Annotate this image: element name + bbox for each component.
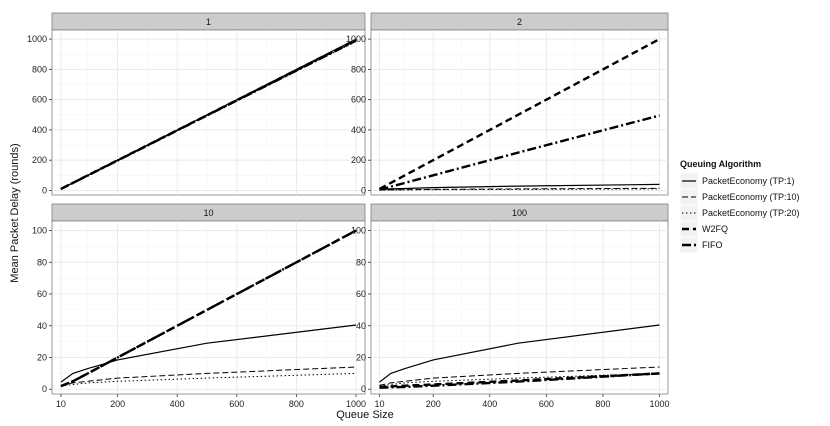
plot-area <box>370 29 669 196</box>
y-tick-label: 80 <box>356 257 366 267</box>
legend-items: PacketEconomy (TP:1) PacketEconomy (TP:10… <box>679 172 800 254</box>
series-line-1 <box>379 324 660 383</box>
y-tick-label: 20 <box>356 352 366 362</box>
y-tick-label: 400 <box>351 125 366 135</box>
y-tick-label: 800 <box>32 64 47 74</box>
legend-label: PacketEconomy (TP:20) <box>702 208 800 218</box>
y-tick-label: 100 <box>32 226 47 236</box>
plot-area <box>370 220 669 395</box>
panel-1: 1 0 200 400 600 800 1000 <box>27 12 366 195</box>
legend: Queuing Algorithm PacketEconomy (TP:1)Pa… <box>679 159 800 254</box>
y-tick-label: 20 <box>37 352 47 362</box>
series-line-5 <box>379 114 660 191</box>
y-tick-label: 0 <box>361 384 366 394</box>
x-tick-label: 400 <box>482 399 497 409</box>
x-tick-label: 200 <box>110 399 125 409</box>
y-tick-label: 100 <box>351 226 366 236</box>
legend-label: PacketEconomy (TP:10) <box>702 192 800 202</box>
x-tick-label: 1000 <box>346 399 366 409</box>
panel-strip-label: 2 <box>517 17 522 27</box>
y-tick-label: 800 <box>351 64 366 74</box>
x-tick-label: 800 <box>289 399 304 409</box>
y-tick-label: 40 <box>356 321 366 331</box>
legend-label: W2FQ <box>702 224 728 234</box>
series-line-2 <box>60 366 357 386</box>
series-line-4 <box>378 38 661 190</box>
y-tick-label: 0 <box>361 185 366 195</box>
series-line-3 <box>379 188 660 191</box>
y-tick-label: 400 <box>32 125 47 135</box>
y-axis-title: Mean Packet Delay (rounds) <box>9 143 21 282</box>
x-tick-label: 10 <box>374 399 384 409</box>
legend-title: Queuing Algorithm <box>680 159 761 169</box>
x-tick-label: 800 <box>595 399 610 409</box>
y-tick-label: 60 <box>37 289 47 299</box>
y-tick-label: 200 <box>32 155 47 165</box>
panel-2: 2 0 200 400 600 800 1000 <box>346 12 669 196</box>
y-tick-label: 0 <box>42 384 47 394</box>
panel-strip-label: 100 <box>512 208 527 218</box>
x-tick-label: 10 <box>56 399 66 409</box>
series-line-1 <box>379 183 660 191</box>
y-tick-label: 60 <box>356 289 366 299</box>
y-tick-label: 40 <box>37 321 47 331</box>
series-line-5 <box>60 229 357 388</box>
x-axis-title: Queue Size <box>336 409 393 421</box>
x-tick-label: 1000 <box>649 399 669 409</box>
legend-label: PacketEconomy (TP:1) <box>702 176 795 186</box>
y-tick-label: 600 <box>351 95 366 105</box>
y-tick-label: 0 <box>42 185 47 195</box>
x-tick-label: 200 <box>426 399 441 409</box>
panel-strip-label: 10 <box>203 208 213 218</box>
x-tick-label: 600 <box>229 399 244 409</box>
series-line-5 <box>60 39 357 190</box>
y-tick-label: 1000 <box>346 34 366 44</box>
series-line-2 <box>379 366 660 386</box>
y-tick-label: 1000 <box>27 34 47 44</box>
x-tick-label: 600 <box>539 399 554 409</box>
series-line-5 <box>379 372 660 389</box>
y-tick-label: 200 <box>351 155 366 165</box>
panel-strip-label: 1 <box>206 17 211 27</box>
panels-layer: 1020040060080010002020040060080010001002… <box>27 12 670 409</box>
y-tick-label: 80 <box>37 257 47 267</box>
x-tick-label: 400 <box>170 399 185 409</box>
y-tick-label: 600 <box>32 95 47 105</box>
legend-label: FIFO <box>702 240 723 250</box>
